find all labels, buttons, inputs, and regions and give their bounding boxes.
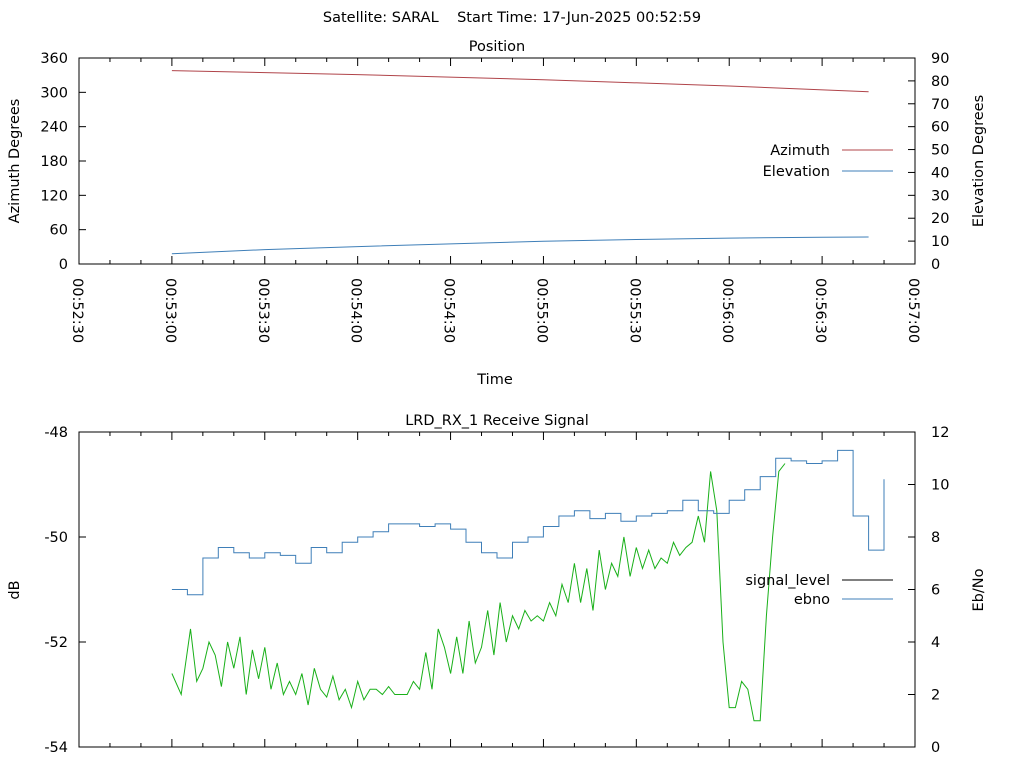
chart-header-title: Satellite: SARAL Start Time: 17-Jun-2025… <box>323 10 701 26</box>
y-tick-label: 180 <box>40 154 68 170</box>
y2-tick-label: 2 <box>931 688 940 704</box>
ebno-line <box>171 449 885 596</box>
y-tick-label: -52 <box>44 635 68 651</box>
y-tick-label: -50 <box>44 530 68 546</box>
y2-tick-label: 20 <box>931 211 949 227</box>
y-tick-label: 60 <box>50 223 68 239</box>
y2-tick-label: 0 <box>931 740 940 756</box>
legend-ebno-label: ebno <box>794 592 830 608</box>
position-plot-series: Azimuth Elevation <box>171 70 893 255</box>
position-plot-axes: 0 60 120 180 240 300 360 0 10 20 30 40 50 60 70 80 90 00:… <box>40 51 949 343</box>
x-tick-label: 00:55:30 <box>626 278 642 343</box>
y-tick-label: 120 <box>40 188 68 204</box>
y2-tick-label: 4 <box>931 635 940 651</box>
legend-signal-level-label: signal_level <box>745 573 830 589</box>
receive-signal-plot: LRD_RX_1 Receive Signal -54 -52 -50 -48 0 2 4 6… <box>7 413 987 756</box>
receive-signal-plot-axes: -54 -52 -50 -48 0 2 4 6 8 10 12 <box>44 425 949 756</box>
azimuth-axis-label: Azimuth Degrees <box>7 99 23 224</box>
signal-trace-line <box>171 463 786 722</box>
y2-tick-label: 10 <box>931 478 949 494</box>
y2-tick-label: 50 <box>931 143 949 159</box>
elevation-axis-label: Elevation Degrees <box>971 95 987 227</box>
y2-tick-label: 6 <box>931 583 940 599</box>
elevation-line <box>171 236 869 255</box>
plot-frame <box>78 431 916 748</box>
x-tick-label: 00:54:00 <box>348 278 364 343</box>
y-tick-label: -54 <box>44 740 68 756</box>
y2-tick-label: 60 <box>931 120 949 136</box>
x-tick-label: 00:56:30 <box>812 278 828 343</box>
y2-tick-label: 30 <box>931 188 949 204</box>
x-tick-label: 00:54:30 <box>441 278 457 343</box>
azimuth-line <box>171 70 869 93</box>
y-tick-label: 240 <box>40 120 68 136</box>
y2-tick-label: 80 <box>931 74 949 90</box>
db-axis-label: dB <box>7 580 23 599</box>
legend-elevation-label: Elevation <box>763 164 830 180</box>
x-tick-label: 00:53:30 <box>255 278 271 343</box>
y2-tick-label: 70 <box>931 97 949 113</box>
y-tick-label: 300 <box>40 85 68 101</box>
x-tick-label: 00:56:00 <box>719 278 735 343</box>
y2-tick-label: 8 <box>931 530 940 546</box>
x-tick-label: 00:52:30 <box>69 278 85 343</box>
legend-azimuth-label: Azimuth <box>770 143 830 159</box>
y-tick-label: 360 <box>40 51 68 67</box>
y2-tick-label: 90 <box>931 51 949 67</box>
y2-tick-label: 12 <box>931 425 949 441</box>
y2-tick-label: 0 <box>931 257 940 273</box>
ebno-axis-label: Eb/No <box>971 568 987 611</box>
position-x-axis-label: Time <box>476 372 513 388</box>
y-tick-label: 0 <box>59 257 68 273</box>
y-tick-label: -48 <box>44 425 68 441</box>
receive-signal-plot-title: LRD_RX_1 Receive Signal <box>405 413 589 429</box>
y2-tick-label: 10 <box>931 234 949 250</box>
x-tick-label: 00:57:00 <box>905 278 921 343</box>
x-tick-label: 00:55:00 <box>533 278 549 343</box>
y2-tick-label: 40 <box>931 165 949 181</box>
position-plot: Position 0 60 120 180 240 300 360 0 10 20 30 40 50 60… <box>7 39 987 388</box>
position-plot-title: Position <box>469 39 525 55</box>
x-tick-label: 00:53:00 <box>162 278 178 343</box>
